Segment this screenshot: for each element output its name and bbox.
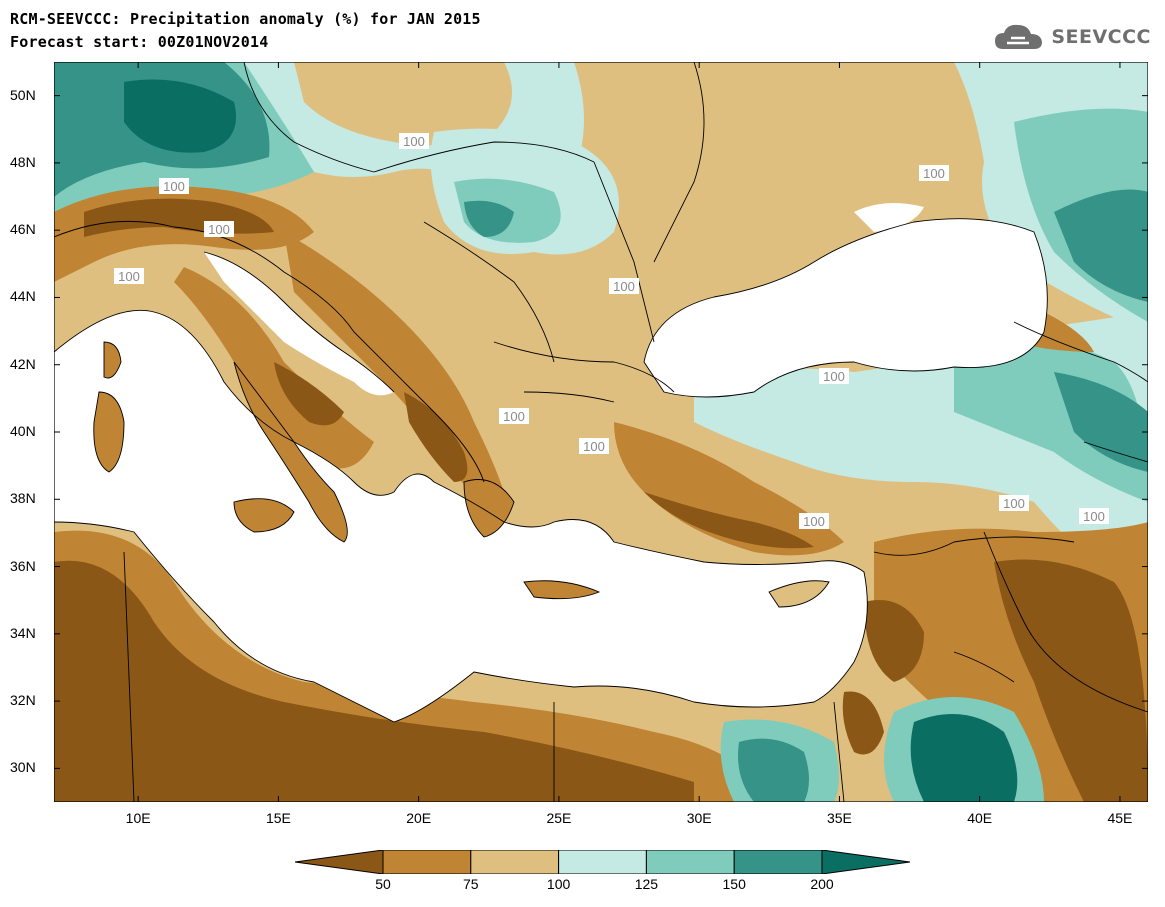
svg-text:100: 100 xyxy=(1083,509,1105,524)
anomaly-region-very-dry xyxy=(644,492,814,549)
colorbar-tick-label: 150 xyxy=(722,876,746,892)
lat-tick-label: 32N xyxy=(10,692,36,709)
contour-labels: 100 100 100 100 100 100 100 100 100 100 100 100 xyxy=(114,133,1109,529)
corsica xyxy=(104,342,121,378)
anomaly-region-dry xyxy=(294,62,512,146)
svg-text:100: 100 xyxy=(503,409,525,424)
forecast-start-label: Forecast start: 00Z01NOV2014 xyxy=(10,33,269,51)
colorbar-segment xyxy=(733,850,823,874)
anomaly-region-wet xyxy=(738,738,809,802)
cloud-logo-icon xyxy=(995,24,1043,49)
anomaly-region-very-dry xyxy=(54,560,694,802)
anomaly-region-very-dry xyxy=(404,392,468,482)
coastlines xyxy=(54,218,1048,723)
anomaly-region-very-dry xyxy=(864,600,924,682)
colorbar-tick-label: 75 xyxy=(463,876,479,892)
lon-tick-label: 45E xyxy=(1107,810,1133,826)
contour-label: 100 xyxy=(999,495,1029,511)
lat-tick-label: 44N xyxy=(10,288,36,305)
contour-label: 100 xyxy=(204,221,234,237)
contour-label: 100 xyxy=(819,368,849,384)
mediterranean-sea xyxy=(54,310,868,722)
colorbar-segment xyxy=(295,850,384,874)
lon-tick-label: 40E xyxy=(967,810,993,826)
lat-tick-label: 38N xyxy=(10,490,36,507)
peloponnese xyxy=(464,479,514,537)
lat-tick-label: 36N xyxy=(10,557,36,574)
lon-tick-label: 25E xyxy=(546,810,572,826)
anomaly-region-dry xyxy=(614,422,844,556)
svg-text:100: 100 xyxy=(583,439,605,454)
colorbar-tick-label: 200 xyxy=(810,876,834,892)
contour-label: 100 xyxy=(114,268,144,284)
cyprus xyxy=(769,580,829,607)
colorbar-segment xyxy=(382,850,472,874)
colorbar-segment xyxy=(470,850,560,874)
crete xyxy=(524,580,599,599)
contour-label: 100 xyxy=(609,278,639,294)
anomaly-region-very-wet xyxy=(124,79,236,153)
lon-tick-label: 10E xyxy=(125,810,151,826)
seevccc-logo: SEEVCCC xyxy=(993,20,1151,54)
italy-peninsula xyxy=(234,362,348,542)
contour-label: 100 xyxy=(1079,508,1109,524)
sea-mask xyxy=(54,203,1048,722)
anomaly-region-very-dry xyxy=(842,691,884,755)
sea-of-azov xyxy=(854,203,924,232)
svg-text:100: 100 xyxy=(403,134,425,149)
contour-label: 100 xyxy=(399,133,429,149)
svg-text:100: 100 xyxy=(923,166,945,181)
contour-label: 100 xyxy=(579,438,609,454)
lat-tick-label: 30N xyxy=(10,759,36,776)
svg-text:100: 100 xyxy=(118,269,140,284)
svg-text:100: 100 xyxy=(613,279,635,294)
lon-tick-label: 15E xyxy=(265,810,291,826)
adriatic-sea xyxy=(204,252,394,396)
lat-tick-label: 48N xyxy=(10,153,36,170)
contour-label: 100 xyxy=(499,408,529,424)
colorbar-segment xyxy=(645,850,735,874)
colorbar-tick-label: 125 xyxy=(634,876,659,892)
svg-text:100: 100 xyxy=(1003,496,1025,511)
anomaly-region-wet xyxy=(1054,189,1148,302)
contour-label: 100 xyxy=(799,513,829,529)
sardinia xyxy=(93,392,124,472)
lon-tick-label: 30E xyxy=(686,810,712,826)
lat-tick-label: 46N xyxy=(10,221,36,238)
svg-text:100: 100 xyxy=(823,369,845,384)
country-borders xyxy=(54,62,1148,802)
black-sea xyxy=(644,218,1048,397)
anomaly-region-very-dry xyxy=(994,559,1148,802)
anomaly-region-very-wet xyxy=(910,714,1018,802)
svg-text:100: 100 xyxy=(163,179,185,194)
lat-tick-label: 50N xyxy=(10,86,36,103)
svg-text:100: 100 xyxy=(208,222,230,237)
anomaly-region-wet xyxy=(464,200,514,237)
colorbar-segment xyxy=(821,850,910,874)
colorbar-tick-label: 100 xyxy=(546,876,571,892)
lat-tick-label: 42N xyxy=(10,355,36,372)
precipitation-anomaly-map: 100 100 100 100 100 100 100 100 100 100 100 100 xyxy=(54,62,1148,802)
colorbar-segment xyxy=(558,850,647,874)
lat-tick-label: 40N xyxy=(10,423,36,439)
map-title: RCM-SEEVCCC: Precipitation anomaly (%) f… xyxy=(10,10,481,28)
anomaly-region-wet xyxy=(1054,372,1148,472)
svg-text:100: 100 xyxy=(803,514,825,529)
colorbar-tick-label: 50 xyxy=(375,876,391,892)
anomaly-region-wet xyxy=(954,330,1148,502)
contour-label: 100 xyxy=(159,178,189,194)
lon-tick-label: 35E xyxy=(826,810,852,826)
colorbar xyxy=(295,850,910,874)
sicily xyxy=(234,498,294,532)
anomaly-region-very-dry xyxy=(274,362,344,426)
contour-label: 100 xyxy=(919,165,949,181)
lat-tick-label: 34N xyxy=(10,624,36,641)
lon-tick-label: 20E xyxy=(406,810,432,826)
